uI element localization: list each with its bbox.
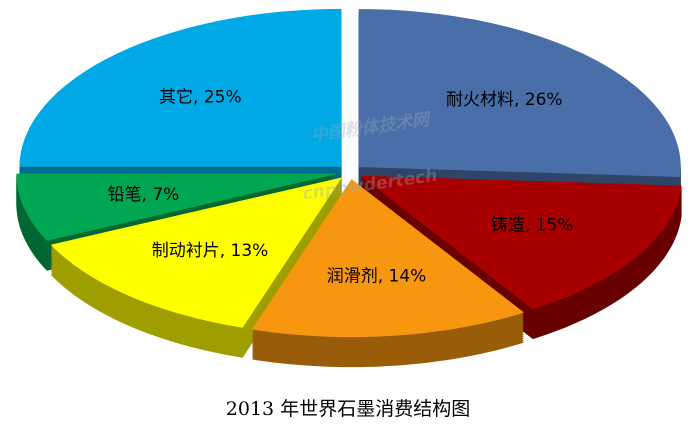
slice — [16, 173, 339, 241]
slice — [19, 8, 342, 167]
slice — [358, 9, 681, 177]
slice — [360, 175, 682, 310]
data-label: 其它, 25% — [159, 88, 242, 108]
data-label: 润滑剂, 14% — [327, 266, 427, 286]
data-label: 铅笔, 7% — [108, 185, 180, 205]
slice — [50, 177, 343, 328]
data-label: 制动衬片, 13% — [152, 241, 269, 261]
slice — [252, 179, 524, 338]
data-label: 铸造, 15% — [491, 216, 574, 236]
data-label: 耐火材料, 26% — [446, 90, 563, 110]
chart-title: 2013 年世界石墨消费结构图 — [226, 398, 470, 420]
